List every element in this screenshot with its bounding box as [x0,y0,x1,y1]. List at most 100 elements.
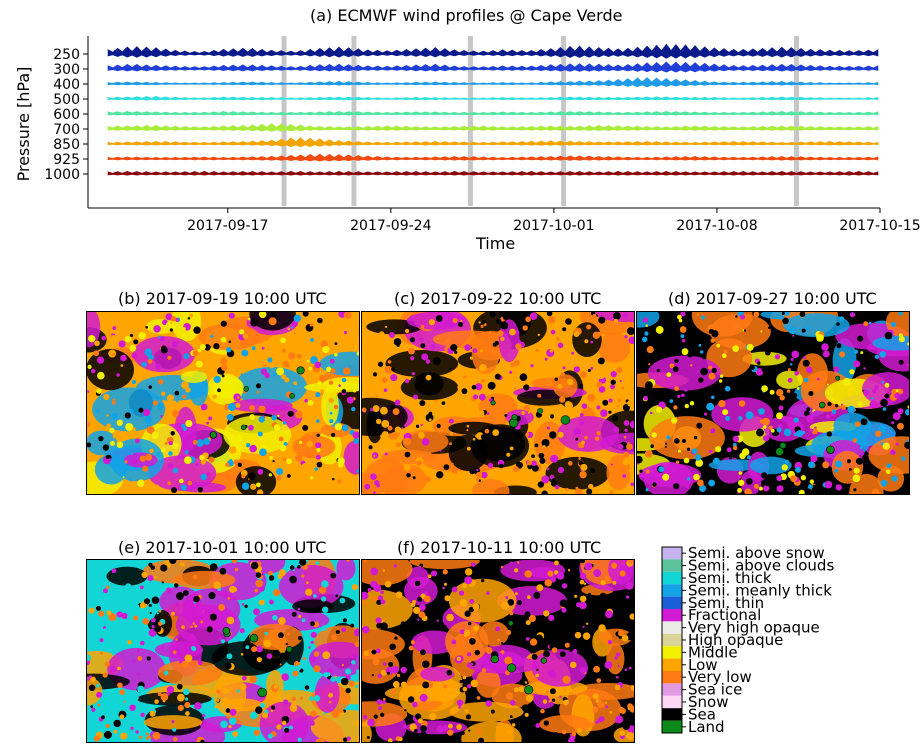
cloud-speck [125,630,131,636]
cloud-blob [637,312,660,328]
cloud-speck [267,357,273,363]
cloud-speck [637,403,640,407]
cloud-speck [373,714,378,719]
cloud-speck [708,328,714,335]
cloud-speck [229,686,233,691]
cloud-speck [565,733,571,739]
cloud-speck [375,418,382,425]
cloud-speck [309,656,316,663]
cloud-speck [627,400,634,407]
cloud-speck [735,315,738,318]
cloud-speck [651,432,657,438]
cloud-speck [239,628,245,634]
cloud-speck [334,342,338,345]
cloud-speck [746,455,751,460]
cloud-speck [809,479,815,484]
cloud-speck [279,652,286,659]
cloud-speck [124,583,132,591]
cloud-speck [309,323,314,327]
cloud-speck [352,431,359,439]
cloud-speck [152,484,161,493]
cloud-speck [141,571,148,578]
cloud-speck [525,432,530,437]
cloud-speck [184,702,191,709]
cloud-speck [696,370,700,373]
cloud-speck [338,384,341,387]
cloud-blob [833,412,872,442]
cloud-speck [293,332,296,335]
cloud-speck [658,466,665,473]
cloud-speck [579,470,587,479]
cloud-speck [619,379,622,382]
cloud-speck [384,452,388,456]
cloud-speck [148,738,151,742]
cloud-speck [442,569,448,575]
cloud-speck [160,564,168,572]
cloud-speck [499,463,504,469]
panel-c-title: (c) 2017-09-22 10:00 UTC [394,289,602,308]
cloud-speck [806,366,813,374]
cloud-speck [646,345,654,354]
cloud-speck [531,464,539,472]
cloud-speck [158,609,162,613]
cloud-speck [373,584,382,592]
cloud-speck [481,565,489,574]
cloud-speck [160,447,166,453]
cloud-speck [764,349,771,356]
cloud-speck [615,490,619,494]
cloud-speck [894,392,901,399]
cloud-speck [626,443,633,450]
cloud-speck [527,411,531,414]
cloud-speck [149,710,156,717]
cloud-speck [524,681,528,684]
cloud-speck [313,594,317,598]
cloud-speck [898,336,905,343]
cloud-speck [810,455,818,463]
y-tick-label: 300 [53,62,80,78]
cloud-speck [105,661,110,667]
cloud-speck [96,691,103,698]
cloud-speck [674,438,680,444]
cloud-speck [400,621,406,627]
cloud-speck [111,335,116,339]
cloud-speck [310,621,315,627]
cloud-speck [133,615,139,621]
cloud-speck [272,649,280,657]
cloud-speck [788,326,797,334]
cloud-speck [587,592,592,597]
island [826,445,835,454]
cloud-speck [790,475,798,483]
cloud-speck [648,363,651,366]
cloud-speck [356,469,359,474]
legend-label: Semi. above clouds [688,557,834,575]
cloud-speck [391,665,400,674]
cloud-speck [470,662,474,666]
cloud-speck [193,326,201,334]
cloud-speck [133,339,139,345]
cloud-speck [200,473,207,481]
cloud-speck [250,711,258,720]
cloud-speck [789,363,793,366]
cloud-speck [799,312,806,317]
cloud-speck [652,482,657,487]
cloud-speck [852,474,861,483]
cloud-speck [573,366,581,373]
island [490,654,499,664]
cloud-speck [207,360,213,366]
cloud-speck [331,710,340,719]
cloud-speck [624,334,628,339]
cloud-speck [549,474,555,480]
cloud-speck [613,318,619,324]
chart-a-title: (a) ECMWF wind profiles @ Cape Verde [310,6,623,25]
cloud-speck [526,595,531,600]
cloud-speck [670,466,677,473]
cloud-speck [285,642,288,646]
cloud-speck [209,613,217,621]
cloud-speck [98,610,105,617]
cloud-speck [136,649,140,653]
island [524,685,534,695]
cloud-blob [87,676,103,706]
island [779,442,787,449]
cloud-speck [545,690,549,694]
